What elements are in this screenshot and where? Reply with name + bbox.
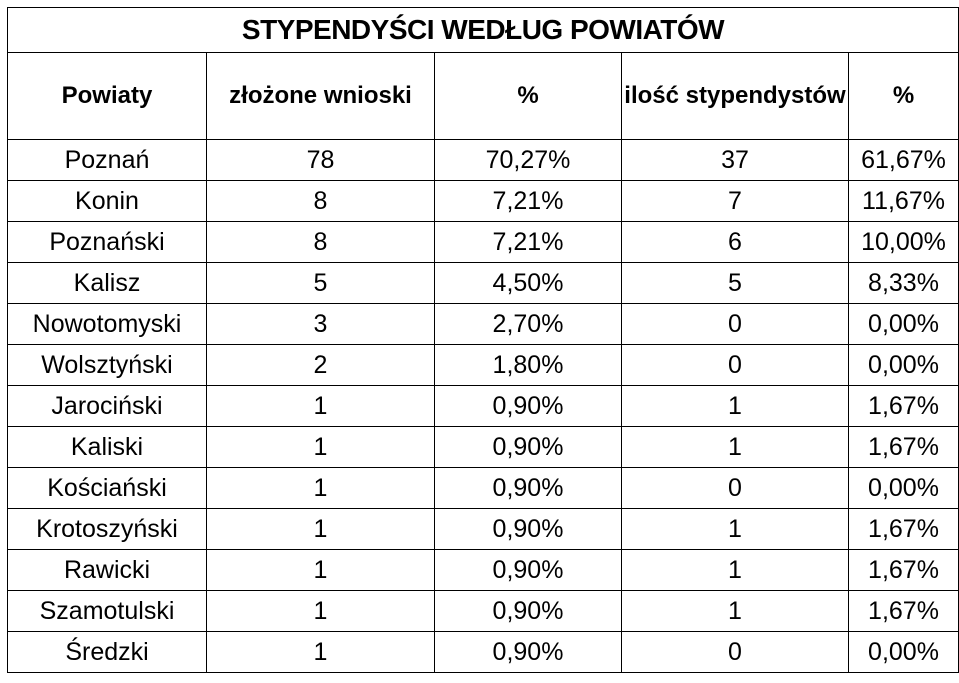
cell-wnioski: 2 <box>206 344 435 386</box>
table-row: Wolsztyński 2 1,80% 0 0,00% <box>7 344 959 386</box>
cell-stypendysci: 0 <box>621 631 849 673</box>
table-row: Kaliski 1 0,90% 1 1,67% <box>7 426 959 468</box>
cell-stypendysci: 1 <box>621 508 849 550</box>
table-row: Krotoszyński 1 0,90% 1 1,67% <box>7 508 959 550</box>
cell-stypendysci: 1 <box>621 549 849 591</box>
cell-wnioski: 8 <box>206 221 435 263</box>
cell-wnioski: 1 <box>206 590 435 632</box>
table-wrapper: STYPENDYŚCI WEDŁUG POWIATÓW Powiaty złoż… <box>7 7 959 673</box>
table-row: Poznań 78 70,27% 37 61,67% <box>7 139 959 181</box>
cell-percent-wnioski: 0,90% <box>434 385 622 427</box>
cell-percent-stypendysci: 11,67% <box>848 180 959 222</box>
cell-stypendysci: 5 <box>621 262 849 304</box>
cell-powiat: Średzki <box>7 631 207 673</box>
cell-percent-stypendysci: 0,00% <box>848 303 959 345</box>
table-row: Średzki 1 0,90% 0 0,00% <box>7 631 959 673</box>
table-body: Poznań 78 70,27% 37 61,67% Konin 8 7,21% 7 11,67%… <box>7 139 959 673</box>
cell-percent-wnioski: 2,70% <box>434 303 622 345</box>
cell-percent-wnioski: 0,90% <box>434 549 622 591</box>
cell-percent-stypendysci: 1,67% <box>848 508 959 550</box>
cell-wnioski: 1 <box>206 508 435 550</box>
cell-percent-stypendysci: 1,67% <box>848 385 959 427</box>
cell-stypendysci: 0 <box>621 467 849 509</box>
cell-powiat: Kalisz <box>7 262 207 304</box>
cell-percent-stypendysci: 8,33% <box>848 262 959 304</box>
cell-powiat: Krotoszyński <box>7 508 207 550</box>
table-row: Konin 8 7,21% 7 11,67% <box>7 180 959 222</box>
cell-powiat: Kaliski <box>7 426 207 468</box>
cell-percent-stypendysci: 1,67% <box>848 426 959 468</box>
cell-stypendysci: 0 <box>621 303 849 345</box>
cell-percent-wnioski: 1,80% <box>434 344 622 386</box>
cell-percent-stypendysci: 1,67% <box>848 590 959 632</box>
header-row: Powiaty złożone wnioski % ilość stypendy… <box>7 52 959 140</box>
cell-percent-wnioski: 0,90% <box>434 590 622 632</box>
cell-wnioski: 1 <box>206 467 435 509</box>
table-row: Szamotulski 1 0,90% 1 1,67% <box>7 590 959 632</box>
cell-powiat: Kościański <box>7 467 207 509</box>
cell-powiat: Konin <box>7 180 207 222</box>
cell-powiat: Nowotomyski <box>7 303 207 345</box>
cell-percent-wnioski: 70,27% <box>434 139 622 181</box>
cell-powiat: Szamotulski <box>7 590 207 632</box>
scholarship-table: STYPENDYŚCI WEDŁUG POWIATÓW Powiaty złoż… <box>7 7 959 673</box>
cell-stypendysci: 1 <box>621 590 849 632</box>
cell-percent-stypendysci: 0,00% <box>848 467 959 509</box>
table-row: Kościański 1 0,90% 0 0,00% <box>7 467 959 509</box>
cell-powiat: Jarociński <box>7 385 207 427</box>
cell-percent-wnioski: 4,50% <box>434 262 622 304</box>
cell-stypendysci: 1 <box>621 385 849 427</box>
cell-wnioski: 1 <box>206 549 435 591</box>
cell-stypendysci: 1 <box>621 426 849 468</box>
table-title: STYPENDYŚCI WEDŁUG POWIATÓW <box>7 7 959 53</box>
cell-powiat: Rawicki <box>7 549 207 591</box>
cell-wnioski: 1 <box>206 631 435 673</box>
cell-wnioski: 78 <box>206 139 435 181</box>
cell-powiat: Poznański <box>7 221 207 263</box>
cell-percent-stypendysci: 0,00% <box>848 631 959 673</box>
cell-percent-stypendysci: 1,67% <box>848 549 959 591</box>
table-row: Nowotomyski 3 2,70% 0 0,00% <box>7 303 959 345</box>
column-header-wnioski: złożone wnioski <box>206 52 435 140</box>
cell-percent-wnioski: 0,90% <box>434 467 622 509</box>
column-header-percent-wnioski: % <box>434 52 622 140</box>
cell-stypendysci: 0 <box>621 344 849 386</box>
cell-powiat: Wolsztyński <box>7 344 207 386</box>
cell-percent-stypendysci: 61,67% <box>848 139 959 181</box>
table-row: Kalisz 5 4,50% 5 8,33% <box>7 262 959 304</box>
column-header-powiaty: Powiaty <box>7 52 207 140</box>
table-row: Poznański 8 7,21% 6 10,00% <box>7 221 959 263</box>
cell-stypendysci: 37 <box>621 139 849 181</box>
cell-percent-wnioski: 7,21% <box>434 180 622 222</box>
cell-percent-wnioski: 0,90% <box>434 508 622 550</box>
cell-percent-wnioski: 0,90% <box>434 426 622 468</box>
cell-wnioski: 1 <box>206 385 435 427</box>
cell-wnioski: 3 <box>206 303 435 345</box>
cell-wnioski: 8 <box>206 180 435 222</box>
cell-percent-wnioski: 0,90% <box>434 631 622 673</box>
column-header-percent-stypendysci: % <box>848 52 959 140</box>
column-header-stypendysci: ilość stypendystów <box>621 52 849 140</box>
table-row: Rawicki 1 0,90% 1 1,67% <box>7 549 959 591</box>
cell-wnioski: 5 <box>206 262 435 304</box>
cell-stypendysci: 7 <box>621 180 849 222</box>
cell-powiat: Poznań <box>7 139 207 181</box>
cell-percent-stypendysci: 10,00% <box>848 221 959 263</box>
cell-percent-wnioski: 7,21% <box>434 221 622 263</box>
cell-stypendysci: 6 <box>621 221 849 263</box>
cell-percent-stypendysci: 0,00% <box>848 344 959 386</box>
cell-wnioski: 1 <box>206 426 435 468</box>
table-row: Jarociński 1 0,90% 1 1,67% <box>7 385 959 427</box>
